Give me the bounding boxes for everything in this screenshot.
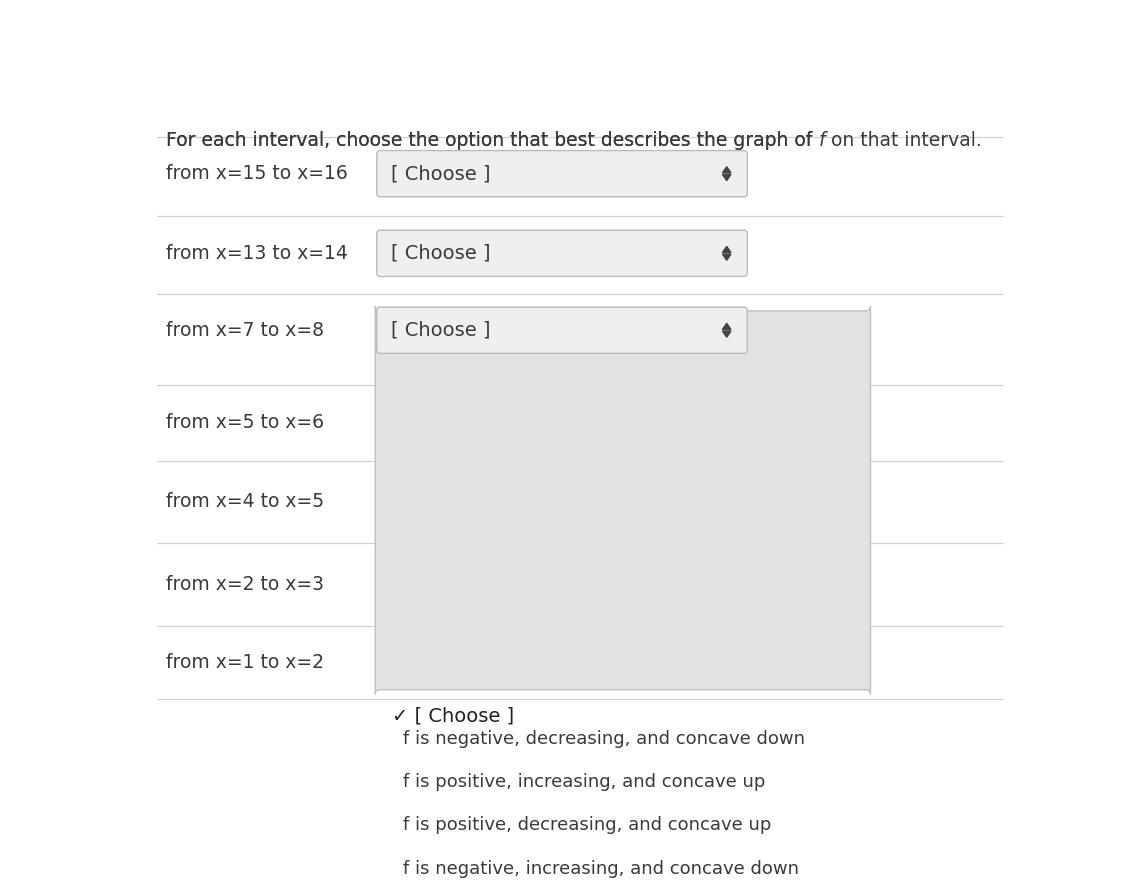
Text: [ Choose ]: [ Choose ]: [391, 164, 490, 183]
Text: on that interval.: on that interval.: [825, 130, 982, 150]
FancyBboxPatch shape: [377, 307, 747, 353]
Polygon shape: [723, 331, 731, 337]
Text: from x=7 to x=8: from x=7 to x=8: [166, 321, 324, 340]
Polygon shape: [723, 246, 731, 252]
FancyBboxPatch shape: [377, 151, 747, 197]
Polygon shape: [723, 175, 731, 180]
Text: from x=4 to x=5: from x=4 to x=5: [166, 492, 324, 511]
Text: ✓ [ Choose ]: ✓ [ Choose ]: [393, 706, 514, 725]
Text: f is negative, increasing, and concave down: f is negative, increasing, and concave d…: [403, 860, 799, 878]
Text: [ Choose ]: [ Choose ]: [391, 321, 490, 340]
Polygon shape: [723, 167, 731, 173]
Text: f is positive, increasing, and concave up: f is positive, increasing, and concave u…: [403, 773, 765, 791]
Text: from x=13 to x=14: from x=13 to x=14: [166, 244, 348, 263]
Polygon shape: [723, 254, 731, 260]
Text: f is negative, decreasing, and concave down: f is negative, decreasing, and concave d…: [403, 730, 805, 748]
FancyBboxPatch shape: [377, 230, 747, 277]
Text: from x=2 to x=3: from x=2 to x=3: [166, 574, 324, 594]
Polygon shape: [723, 323, 731, 329]
Text: from x=15 to x=16: from x=15 to x=16: [166, 164, 348, 183]
Text: For each interval, choose the option that best describes the graph of: For each interval, choose the option tha…: [166, 130, 819, 150]
Text: f is positive, decreasing, and concave up: f is positive, decreasing, and concave u…: [403, 816, 772, 835]
Text: from x=1 to x=2: from x=1 to x=2: [166, 653, 324, 672]
Text: [ Choose ]: [ Choose ]: [391, 244, 490, 263]
Text: For each interval, choose the option that best describes the graph of: For each interval, choose the option tha…: [166, 130, 819, 150]
Text: from x=5 to x=6: from x=5 to x=6: [166, 414, 324, 433]
FancyBboxPatch shape: [376, 306, 870, 694]
Text: f: f: [819, 130, 825, 150]
